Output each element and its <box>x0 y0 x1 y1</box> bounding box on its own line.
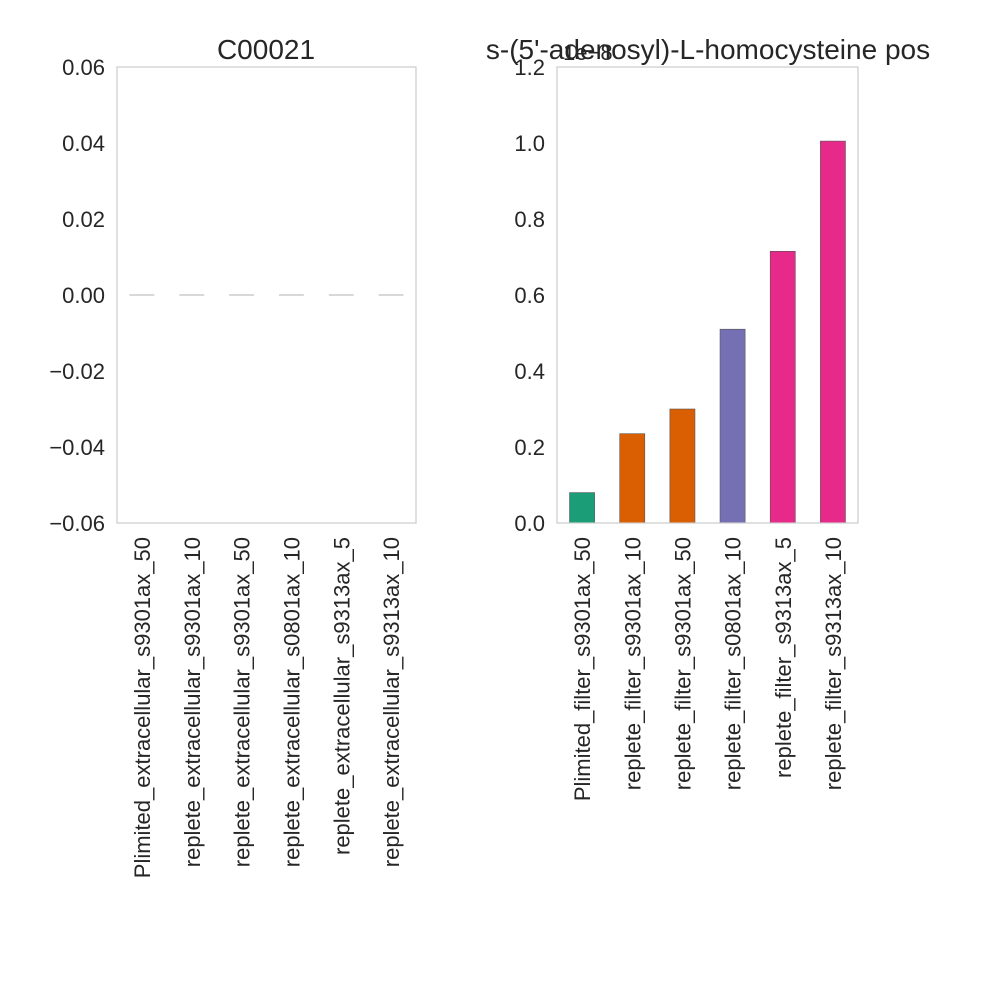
bar <box>569 492 595 524</box>
y-tick-label: 0.2 <box>514 435 545 460</box>
chart-title-left: C00021 <box>217 34 315 65</box>
bar <box>719 328 746 524</box>
x-tick-label: replete_extracellular_s9301ax_10 <box>180 537 205 867</box>
y-offset-label-right: 1e−8 <box>563 40 613 65</box>
y-tick-label: 0.4 <box>514 359 545 384</box>
y-tick-label: −0.02 <box>49 359 105 384</box>
y-axis-right: 0.0 0.2 0.4 0.6 0.8 1.0 1.2 <box>514 55 545 536</box>
x-tick-label: replete_filter_s9313ax_5 <box>771 537 796 778</box>
x-tick-label: replete_extracellular_s9301ax_50 <box>230 537 255 867</box>
bar <box>769 251 796 524</box>
x-tick-label: replete_filter_s9301ax_10 <box>620 537 645 790</box>
bar <box>820 140 846 524</box>
plot-frame-left <box>116 66 417 524</box>
y-tick-label: 0.02 <box>62 207 105 232</box>
x-tick-label: Plimited_extracellular_s9301ax_50 <box>130 537 155 878</box>
y-tick-label: 0.8 <box>514 207 545 232</box>
x-tick-label: replete_extracellular_s9313ax_5 <box>329 537 354 855</box>
y-tick-label: 0.06 <box>62 55 105 80</box>
bars-right <box>569 140 846 524</box>
y-tick-label: −0.06 <box>49 511 105 536</box>
y-tick-label: −0.04 <box>49 435 105 460</box>
x-tick-label: Plimited_filter_s9301ax_50 <box>570 537 595 801</box>
y-tick-label: 1.0 <box>514 131 545 156</box>
y-tick-label: 0.6 <box>514 283 545 308</box>
chart-title-right: s-(5'-adenosyl)-L-homocysteine pos <box>486 34 930 65</box>
x-tick-label: replete_filter_s0801ax_10 <box>721 537 746 790</box>
x-tick-label: replete_filter_s9301ax_50 <box>670 537 695 790</box>
x-tick-label: replete_extracellular_s9313ax_10 <box>379 537 404 867</box>
bar <box>669 408 696 524</box>
y-tick-label: 0.04 <box>62 131 105 156</box>
y-axis-left: −0.06 −0.04 −0.02 0.00 0.02 0.04 0.06 <box>49 55 105 536</box>
x-tick-label: replete_extracellular_s0801ax_10 <box>279 537 304 867</box>
bar <box>619 433 646 524</box>
y-tick-label: 0.0 <box>514 511 545 536</box>
y-tick-label: 0.00 <box>62 283 105 308</box>
x-axis-left: Plimited_extracellular_s9301ax_50 replete… <box>130 537 404 878</box>
y-tick-label: 1.2 <box>514 55 545 80</box>
plot-frame-right <box>556 66 859 524</box>
x-axis-right: Plimited_filter_s9301ax_50 replete_filter… <box>570 537 846 801</box>
chart-panel-left: C00021 −0.06 −0.04 −0.02 0.00 0.02 0.04 0.06 P… <box>49 34 417 878</box>
chart-panel-right: s-(5'-adenosyl)-L-homocysteine pos 1e−8 … <box>486 34 930 801</box>
x-tick-label: replete_filter_s9313ax_10 <box>821 537 846 790</box>
